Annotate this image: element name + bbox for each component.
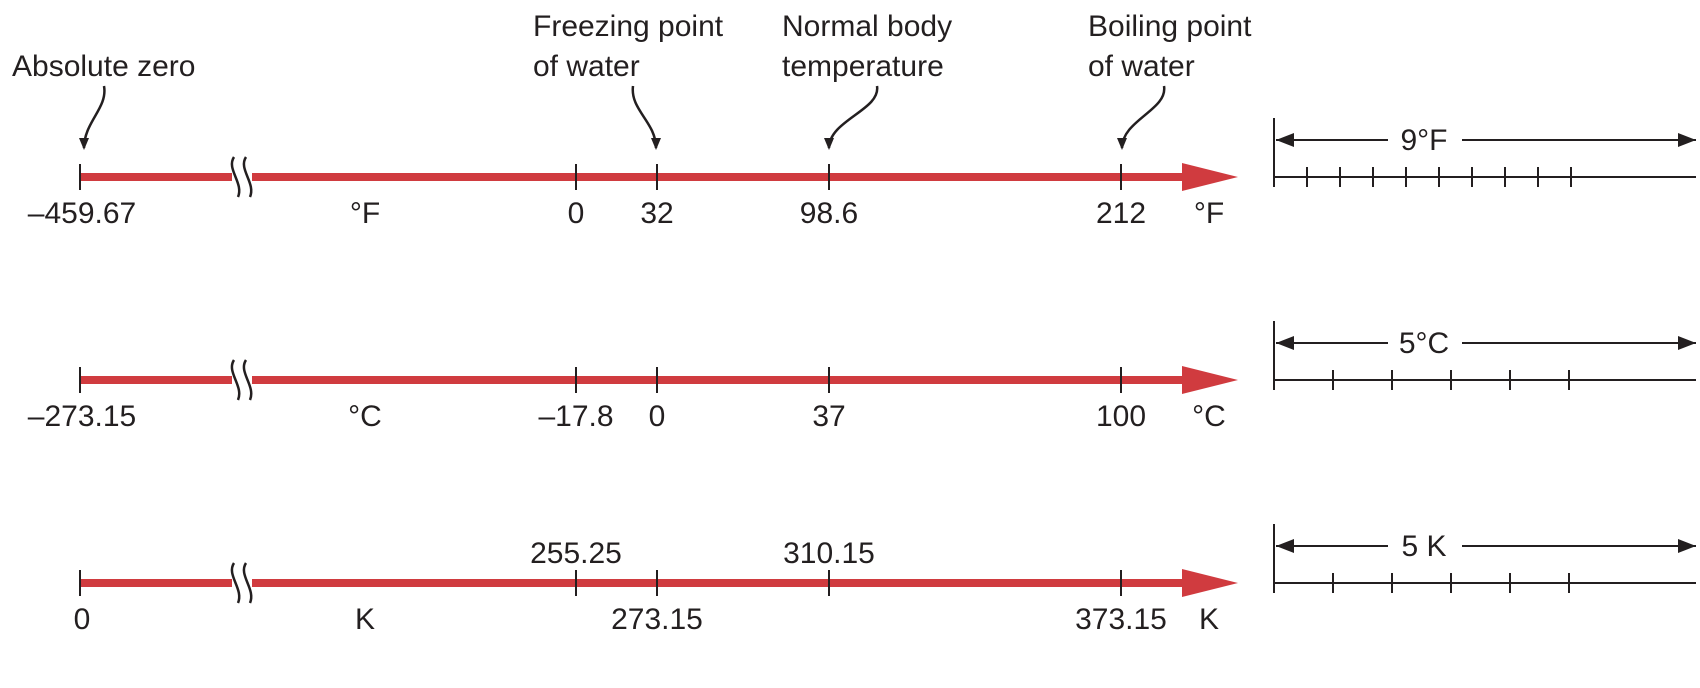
scale-tick-label-boiling: 212 <box>1096 197 1146 230</box>
scale-tick-label-fzero: 255.25 <box>530 537 622 570</box>
annotation-body-line2: temperature <box>782 50 944 83</box>
annotation-boiling-point: Boiling point of water <box>1088 10 1252 150</box>
annotation-boiling-line1: Boiling point <box>1088 10 1252 43</box>
scale-start-label: 0 <box>74 603 91 636</box>
scale-celsius: –273.15 °C °C –17.8 0 37 100 5°C <box>28 321 1696 433</box>
scale-kelvin: 0 K K 255.25 273.15 310.15 373.15 5 K <box>74 524 1696 636</box>
scale-start-label: –459.67 <box>28 197 136 230</box>
scale-fahrenheit: –459.67 °F °F 0 32 98.6 212 9°F <box>28 118 1696 230</box>
scale-tick-label-zero: 0 <box>568 197 585 230</box>
scale-tick-label-boiling: 373.15 <box>1075 603 1167 636</box>
scale-tick-label-boiling: 100 <box>1096 400 1146 433</box>
boiling-pointer-arrow <box>1117 85 1166 150</box>
scale-unit-end-label: °F <box>1194 197 1224 230</box>
scale-start-label: –273.15 <box>28 400 136 433</box>
scale-tick-label-freezing: 0 <box>649 400 666 433</box>
scale-axis-arrowhead <box>1182 569 1238 597</box>
annotation-absolute-zero: Absolute zero <box>12 50 195 150</box>
annotation-body-line1: Normal body <box>782 10 952 43</box>
scale-tick-label-body: 37 <box>812 400 845 433</box>
body-pointer-arrow <box>824 85 879 150</box>
scale-axis-arrowhead <box>1182 163 1238 191</box>
scale-tick-label-freezing: 32 <box>640 197 673 230</box>
interval-label: 9°F <box>1400 124 1447 157</box>
interval-label: 5 K <box>1401 530 1446 563</box>
annotation-freezing-line2: of water <box>533 50 640 83</box>
interval-ruler-fahrenheit: 9°F <box>1273 118 1696 187</box>
scale-tick-label-body: 98.6 <box>800 197 858 230</box>
scale-unit-end-label: K <box>1199 603 1219 636</box>
interval-label: 5°C <box>1399 327 1449 360</box>
annotation-freezing-line1: Freezing point <box>533 10 724 43</box>
annotation-body-temperature: Normal body temperature <box>782 10 952 150</box>
axis-break-mark <box>230 562 253 604</box>
absolute-zero-pointer-arrow <box>79 85 106 150</box>
scale-tick-label-body: 310.15 <box>783 537 875 570</box>
axis-break-mark <box>230 359 253 401</box>
annotation-absolute-zero-line1: Absolute zero <box>12 50 195 83</box>
scale-unit-label: °C <box>348 400 382 433</box>
interval-ruler-kelvin: 5 K <box>1273 524 1696 593</box>
freezing-pointer-arrow <box>631 85 661 150</box>
annotation-freezing-point: Freezing point of water <box>533 10 724 150</box>
axis-break-mark <box>230 156 253 198</box>
scale-unit-label: °F <box>350 197 380 230</box>
scales-layer: –459.67 °F °F 0 32 98.6 212 9°F –273.15 °C °C –17.8… <box>28 118 1696 636</box>
scale-unit-label: K <box>355 603 375 636</box>
scale-axis-arrowhead <box>1182 366 1238 394</box>
scale-tick-label-freezing: 273.15 <box>611 603 703 636</box>
interval-ruler-celsius: 5°C <box>1273 321 1696 390</box>
annotation-boiling-line2: of water <box>1088 50 1195 83</box>
scale-unit-end-label: °C <box>1192 400 1226 433</box>
scale-tick-label-fzero: –17.8 <box>538 400 613 433</box>
